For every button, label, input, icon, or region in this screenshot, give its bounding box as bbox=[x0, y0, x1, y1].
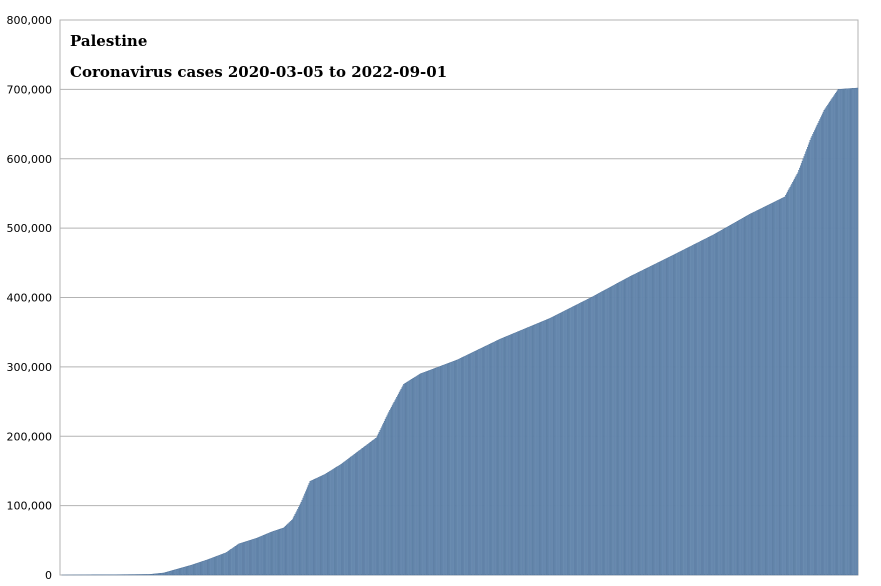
y-tick-label: 400,000 bbox=[7, 292, 53, 305]
bar bbox=[856, 87, 859, 576]
y-tick-label: 0 bbox=[45, 569, 52, 582]
chart-subtitle: Coronavirus cases 2020-03-05 to 2022-09-… bbox=[70, 63, 447, 81]
y-tick-label: 200,000 bbox=[7, 430, 53, 443]
chart-title: Palestine bbox=[70, 32, 147, 50]
y-tick-label: 500,000 bbox=[7, 222, 53, 235]
y-tick-label: 100,000 bbox=[7, 500, 53, 513]
y-tick-label: 700,000 bbox=[7, 83, 53, 96]
y-tick-label: 300,000 bbox=[7, 361, 53, 374]
bar-series bbox=[61, 87, 859, 576]
y-tick-label: 600,000 bbox=[7, 153, 53, 166]
y-tick-label: 800,000 bbox=[7, 14, 53, 27]
y-axis: 0 100,000 200,000 300,000 400,000 500,000 600,… bbox=[7, 14, 53, 582]
